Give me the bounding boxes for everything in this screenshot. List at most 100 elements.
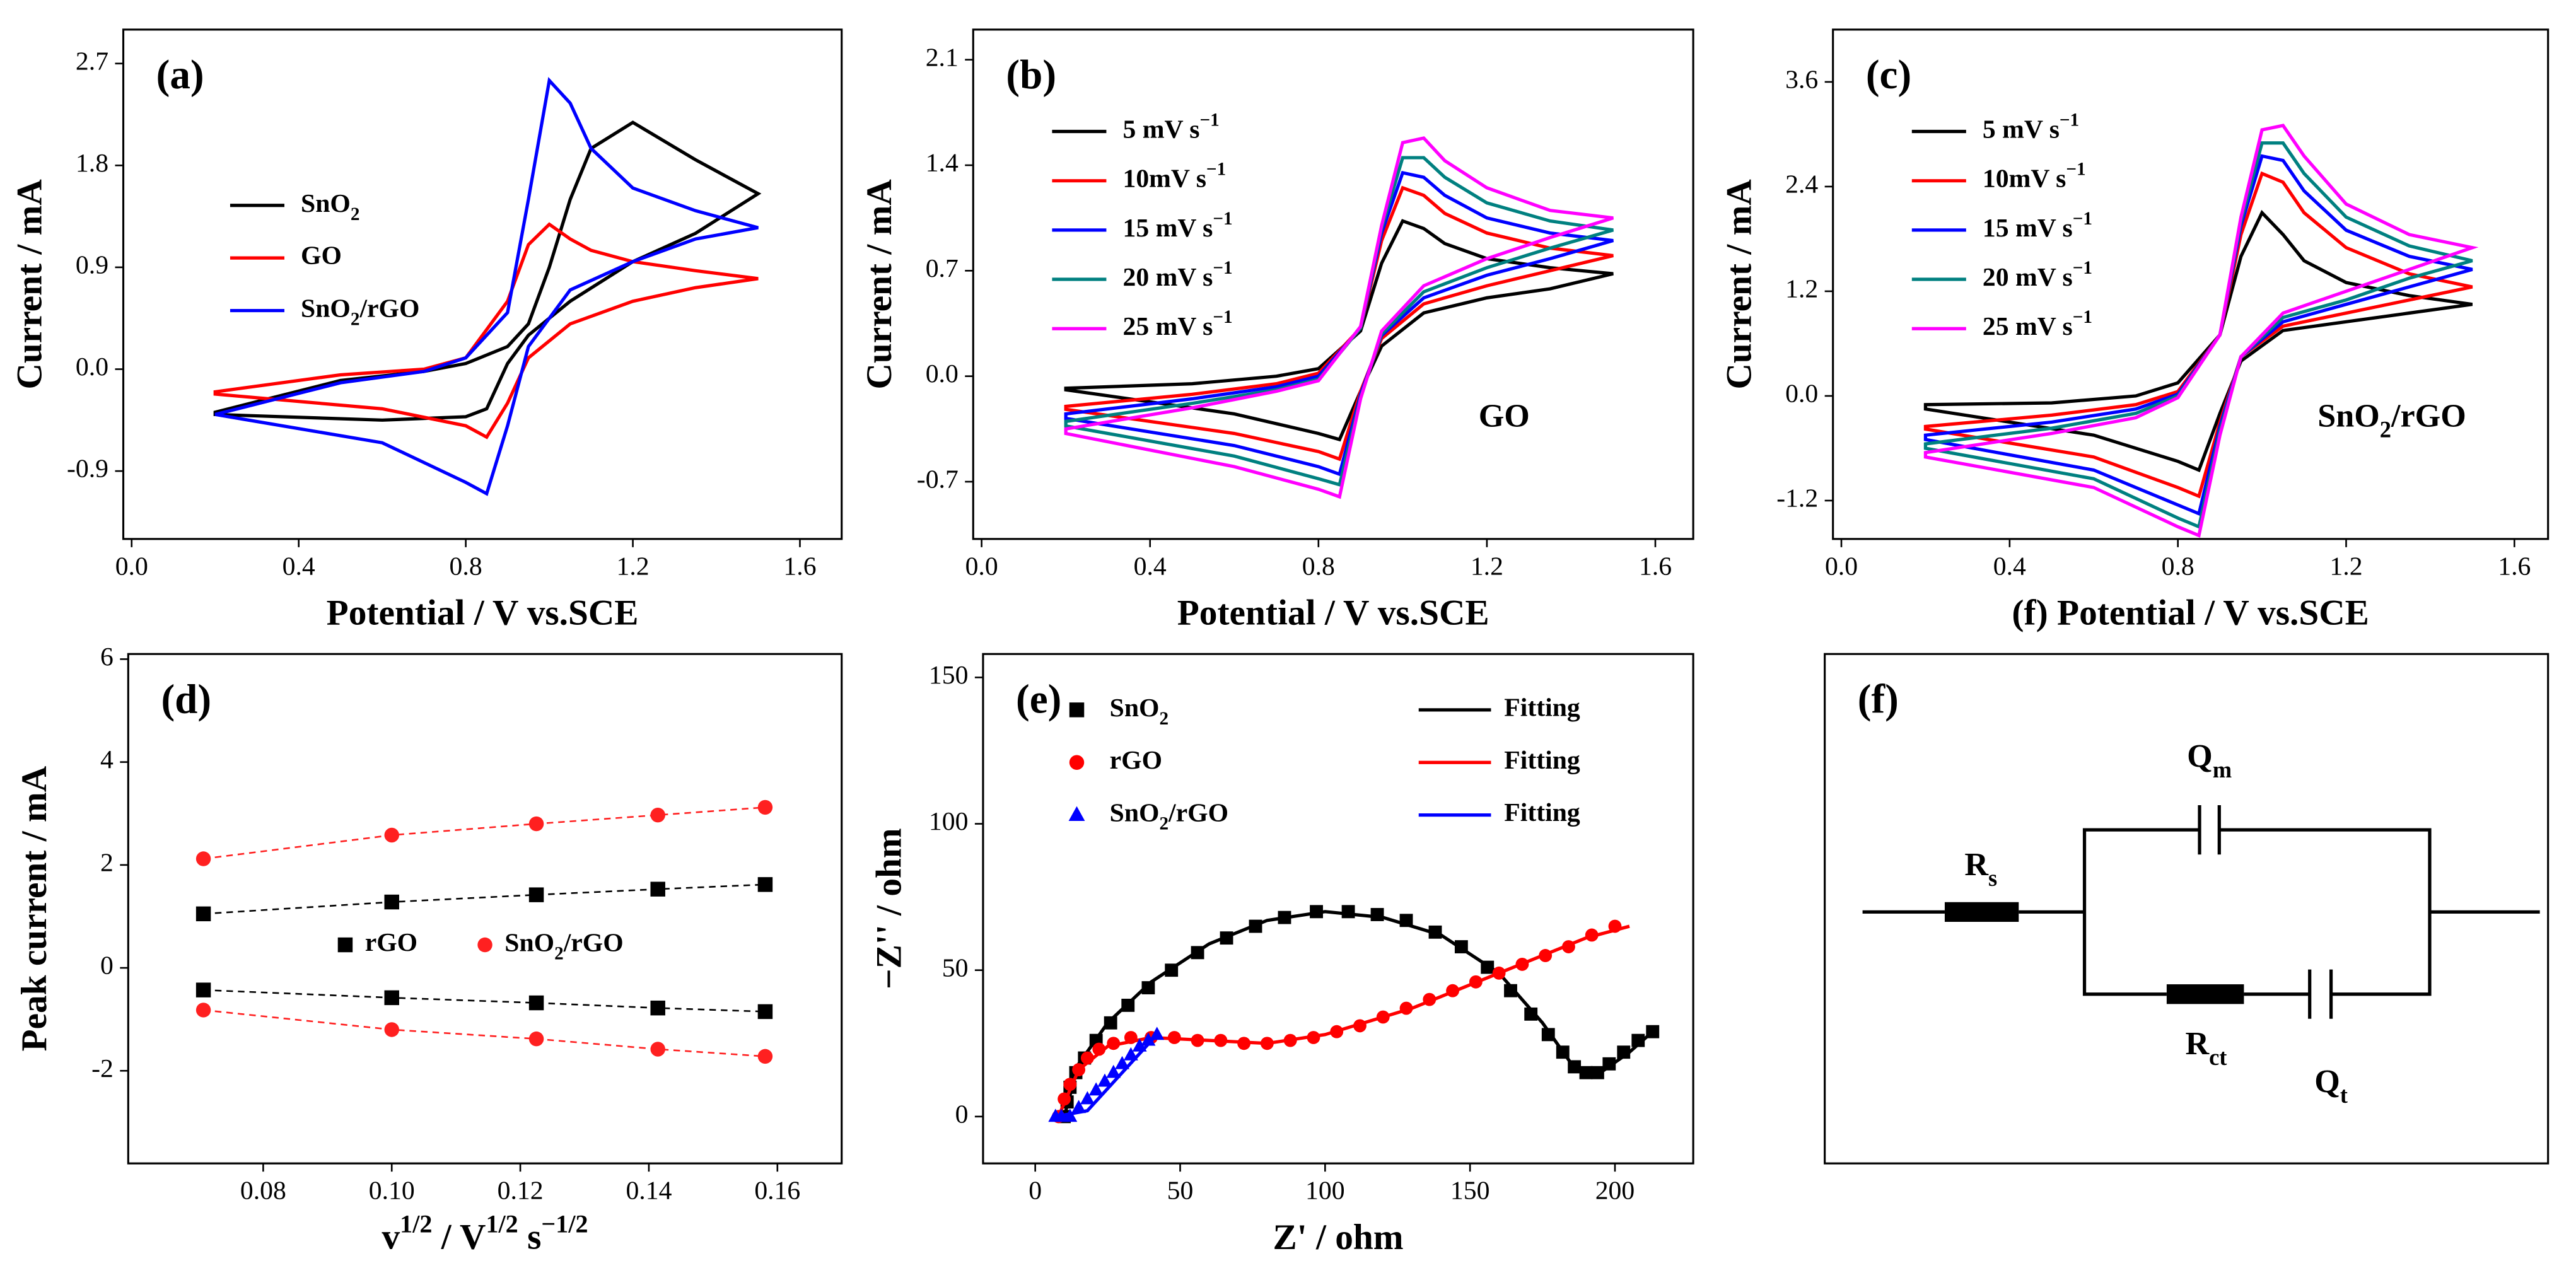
x-axis-label: v1/2 / V1/2 s−1/2 <box>382 1209 588 1257</box>
y-tick-label: -2 <box>91 1054 114 1083</box>
legend-label: SnO2 <box>301 189 359 224</box>
legend-label: 5 mV s−1 <box>1123 110 1220 144</box>
text-part: 2 <box>351 204 360 224</box>
marker <box>757 1004 773 1020</box>
x-tick-label: 0.8 <box>1302 552 1335 581</box>
text-part: SnO <box>301 189 351 218</box>
legend-label: 15 mV s−1 <box>1123 209 1233 243</box>
marker <box>337 937 353 953</box>
x-tick-label: 0 <box>1029 1177 1042 1206</box>
legend-label: 15 mV s−1 <box>1983 209 2092 243</box>
y-tick-label: 0.9 <box>76 250 108 279</box>
marker <box>757 877 773 892</box>
text-part: m <box>2213 757 2232 782</box>
plot-frame <box>1832 28 2550 540</box>
text-part: SnO <box>1110 693 1160 722</box>
marker <box>1115 1055 1130 1069</box>
text-part: −1 <box>2073 209 2092 229</box>
legend-label: Fitting <box>1504 746 1580 775</box>
text-part: /rGO <box>563 928 624 957</box>
x-tick-label: 0.14 <box>626 1177 672 1206</box>
text-part: 2 <box>1159 813 1169 834</box>
text-part: 5 mV s <box>1123 115 1200 144</box>
y-axis-label: −Z'' / ohm <box>870 828 909 989</box>
text-part: 15 mV s <box>1123 213 1213 242</box>
y-tick-label: 50 <box>942 953 969 982</box>
text-part: 2 <box>351 309 360 329</box>
plot-frame <box>972 28 1694 540</box>
marker <box>650 881 665 897</box>
marker <box>1370 908 1384 921</box>
y-tick-label: 0.0 <box>926 359 959 388</box>
component-label: Qm <box>2187 738 2232 782</box>
x-axis-label: Z' / ohm <box>1273 1218 1403 1257</box>
text-part: /rGO <box>359 294 419 323</box>
marker <box>477 937 492 953</box>
marker <box>757 799 773 815</box>
x-tick-label: 0.16 <box>754 1177 800 1206</box>
x-tick-label: 1.2 <box>1471 552 1503 581</box>
y-tick-label: -0.7 <box>917 465 959 494</box>
marker <box>1524 1007 1538 1021</box>
marker <box>1069 755 1085 770</box>
y-tick-label: 1.2 <box>1785 274 1818 303</box>
marker <box>1088 1082 1104 1096</box>
cv-curve <box>214 77 759 496</box>
wire <box>2198 805 2333 1019</box>
text-part: 2 <box>554 943 564 963</box>
panel-label: (d) <box>161 677 211 722</box>
wire <box>1862 828 2540 996</box>
fit-line <box>1063 910 1654 1117</box>
legend-label: 20 mV s−1 <box>1123 258 1233 292</box>
text-part: 25 mV s <box>1123 312 1213 341</box>
marker <box>195 906 211 922</box>
cv-curve <box>1064 136 1614 499</box>
panel-label: (f) <box>1858 677 1899 722</box>
marker <box>650 1000 665 1016</box>
text-part: /rGO <box>2391 398 2466 434</box>
text-part: /rGO <box>1168 798 1228 827</box>
legend-label: SnO2/rGO <box>1110 798 1228 834</box>
x-tick-label: 1.2 <box>617 552 650 581</box>
plot-frame <box>982 653 1694 1165</box>
legend-label: 25 mV s−1 <box>1123 307 1233 341</box>
marker <box>1341 905 1355 919</box>
text-part: s <box>518 1218 542 1257</box>
y-tick-label: 0 <box>100 951 114 980</box>
panel-label: (a) <box>156 52 204 98</box>
text-part: −1 <box>2060 110 2079 130</box>
marker <box>1106 1064 1121 1078</box>
x-tick-label: 0.12 <box>498 1177 544 1206</box>
marker <box>1069 702 1085 718</box>
y-tick-label: 2.4 <box>1785 170 1818 199</box>
y-tick-label: 0.0 <box>1785 380 1818 409</box>
x-tick-label: 0.0 <box>965 552 998 581</box>
y-tick-label: 150 <box>929 661 969 690</box>
y-tick-label: 0.7 <box>926 254 959 283</box>
y-tick-label: 0.0 <box>76 352 108 381</box>
marker <box>528 1031 544 1047</box>
plot-frame <box>1824 653 2550 1165</box>
text-part: 20 mV s <box>1983 263 2073 292</box>
annotation: SnO2/rGO <box>2317 398 2466 443</box>
x-tick-label: 150 <box>1450 1177 1490 1206</box>
component-label: Rct <box>2185 1026 2227 1070</box>
text-part: −1 <box>1213 258 1232 278</box>
text-part: s <box>1988 865 1997 891</box>
legend-label: rGO <box>1110 746 1162 775</box>
text-part: / V <box>432 1218 486 1257</box>
x-tick-label: 0.08 <box>240 1177 286 1206</box>
x-tick-label: 50 <box>1167 1177 1194 1206</box>
legend-label: SnO2/rGO <box>301 294 419 329</box>
resistor <box>1944 902 2019 922</box>
text-part: R <box>2185 1026 2210 1062</box>
x-tick-label: 0.0 <box>115 552 148 581</box>
x-tick-label: 0.4 <box>283 552 315 581</box>
marker <box>1097 1073 1112 1087</box>
text-part: 1/2 <box>486 1209 518 1238</box>
legend-label: GO <box>301 241 342 270</box>
plot-frame <box>122 28 843 540</box>
marker <box>1080 1091 1095 1105</box>
marker <box>650 1042 665 1057</box>
